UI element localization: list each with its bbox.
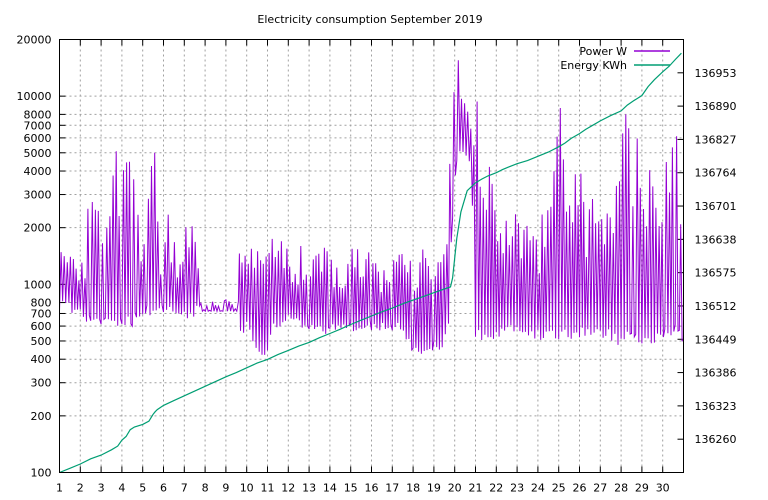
y-tick-label: 200 — [31, 410, 52, 423]
x-tick-label: 17 — [385, 482, 399, 495]
x-tick-label: 28 — [614, 482, 628, 495]
y-tick-label: 100 — [31, 467, 52, 480]
y-tick-label: 2000 — [24, 222, 52, 235]
x-tick-label: 20 — [448, 482, 462, 495]
x-tick-label: 30 — [656, 482, 670, 495]
y2-tick-label: 136575 — [695, 267, 737, 280]
y-tick-label: 6000 — [24, 132, 52, 145]
y2-tick-label: 136701 — [695, 200, 737, 213]
y2-tick-label: 136764 — [695, 167, 737, 180]
x-tick-label: 27 — [593, 482, 607, 495]
x-tick-label: 10 — [240, 482, 254, 495]
x-tick-label: 2 — [77, 482, 84, 495]
legend-label: Power W — [579, 45, 627, 58]
y2-tick-label: 136638 — [695, 233, 737, 246]
x-tick-label: 25 — [552, 482, 566, 495]
x-tick-label: 11 — [261, 482, 275, 495]
x-tick-label: 5 — [139, 482, 146, 495]
x-tick-label: 12 — [281, 482, 295, 495]
x-tick-label: 22 — [489, 482, 503, 495]
y-tick-label: 1000 — [24, 278, 52, 291]
x-tick-label: 18 — [406, 482, 420, 495]
y-tick-label: 4000 — [24, 165, 52, 178]
x-tick-label: 13 — [302, 482, 316, 495]
power-series-line — [59, 60, 684, 355]
y-tick-label: 400 — [31, 353, 52, 366]
y2-tick-label: 136386 — [695, 367, 737, 380]
y2-tick-label: 136890 — [695, 100, 737, 113]
x-tick-label: 19 — [427, 482, 441, 495]
x-tick-label: 24 — [531, 482, 545, 495]
y2-tick-label: 136323 — [695, 400, 737, 413]
y-tick-label: 10000 — [17, 90, 52, 103]
x-tick-label: 1 — [56, 482, 63, 495]
x-tick-label: 29 — [635, 482, 649, 495]
y-tick-label: 500 — [31, 335, 52, 348]
y2-tick-label: 136827 — [695, 133, 737, 146]
x-tick-label: 15 — [344, 482, 358, 495]
x-tick-label: 16 — [365, 482, 379, 495]
plot-area — [59, 52, 684, 474]
plot-frame — [59, 39, 684, 473]
y-tick-label: 8000 — [24, 108, 52, 121]
x-tick-label: 23 — [510, 482, 524, 495]
x-tick-label: 7 — [181, 482, 188, 495]
y-tick-label: 800 — [31, 297, 52, 310]
y-tick-label: 600 — [31, 320, 52, 333]
y-tick-label: 5000 — [24, 147, 52, 160]
y2-tick-label: 136953 — [695, 67, 737, 80]
x-tick-label: 8 — [202, 482, 209, 495]
x-tick-label: 21 — [469, 482, 483, 495]
y-tick-label: 7000 — [24, 119, 52, 132]
y-tick-label: 20000 — [17, 34, 52, 47]
y-tick-label: 300 — [31, 377, 52, 390]
x-tick-label: 3 — [98, 482, 105, 495]
y2-tick-label: 136260 — [695, 433, 737, 446]
x-tick-label: 4 — [118, 482, 125, 495]
legend-label: Energy KWh — [560, 59, 627, 72]
chart-title: Electricity consumption September 2019 — [257, 13, 482, 26]
x-axis-ticks: 1 2 3 4 5 6 7 8 9 10 11 12 13 14 15 16 17 18 19 20 21 22 23 24 2… — [56, 39, 670, 495]
y2-axis-ticks: 136260 136323 136386 136449 136512 136575 1366… — [677, 67, 737, 446]
y-tick-label: 3000 — [24, 189, 52, 202]
y2-tick-label: 136512 — [695, 300, 737, 313]
x-tick-label: 6 — [160, 482, 167, 495]
x-tick-label: 26 — [573, 482, 587, 495]
x-tick-label: 14 — [323, 482, 337, 495]
y-tick-label: 700 — [31, 307, 52, 320]
y2-tick-label: 136449 — [695, 333, 737, 346]
x-tick-label: 9 — [222, 482, 229, 495]
energy-series-line — [59, 52, 682, 474]
